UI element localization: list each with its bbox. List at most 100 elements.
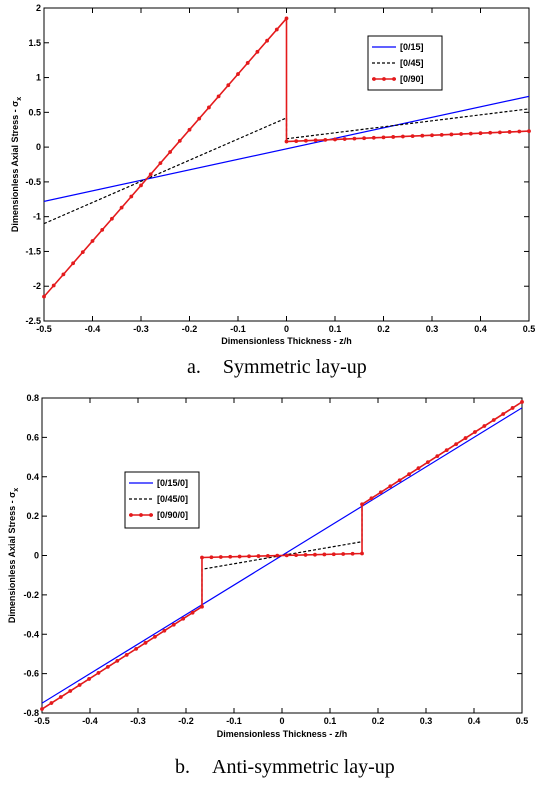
y-tick-label: 0.5 [28,107,41,117]
x-tick-label: 0.4 [468,716,481,726]
series-marker-2 [342,137,347,141]
series-marker-2 [520,400,524,404]
series-marker-2 [247,554,251,559]
series-marker-2 [68,689,73,693]
series-marker-2 [115,658,120,663]
x-tick-label: -0.5 [36,324,52,334]
chart-1: -0.5 -0.4 -0.3 -0.2 -0.1 0 0.1 0.2 0.3 0.4 0.5 -2.5… [10,3,535,378]
x-tick-label: 0.4 [474,324,487,334]
x-tick-label: 0 [284,324,289,334]
series-marker-2 [256,554,261,558]
series-marker-2 [378,490,383,495]
series-marker-2 [439,132,444,137]
series-marker-2 [58,695,63,699]
y-tick-label: 0.2 [26,511,39,521]
series-marker-2 [209,555,214,560]
series-marker-2 [207,105,211,110]
series-marker-2 [80,250,85,255]
series-marker-2 [124,652,129,657]
series-marker-2 [416,466,421,471]
series-marker-2 [425,460,430,465]
legend-marker [382,77,386,81]
series-marker-2 [482,424,487,428]
y-axis-label-subscript: x [16,97,23,101]
x-tick-label: 0.5 [523,324,536,334]
series-marker-2 [501,412,506,416]
series-marker-2 [294,553,299,558]
y-tick-label: -2 [33,281,41,291]
series-marker-2 [171,622,176,627]
x-axis-label: Dimensionless Thickness - z/h [217,729,348,739]
y-tick-label: 0 [36,142,41,152]
x-tick-label: -0.2 [182,324,198,334]
figure-caption: b. Anti-symmetric lay-up [175,756,395,778]
x-tick-label: 0.5 [516,716,529,726]
series-marker-2 [333,137,337,142]
series-marker-2 [148,172,153,177]
x-tick-label: -0.3 [130,716,146,726]
series-marker-2 [313,552,317,557]
series-marker-2 [507,130,512,134]
series-marker-2 [265,553,270,558]
series-marker-2 [391,135,396,139]
x-tick-label: -0.2 [178,716,194,726]
legend-label: [0/90] [400,74,424,84]
series-marker-2 [331,552,336,557]
series-marker-2 [478,131,483,136]
series-marker-2 [454,442,459,446]
y-tick-label: 1 [36,73,41,83]
y-tick-label: 0.6 [26,432,39,442]
series-marker-2 [459,132,463,136]
series-marker-2 [187,127,192,132]
y-tick-label: 0.4 [26,472,39,482]
legend-label: [0/45] [400,58,424,68]
series-marker-2 [190,610,195,615]
series-marker-2 [153,634,157,639]
series-marker-2 [236,72,240,76]
series-marker-2 [352,136,357,141]
series-marker-2 [51,283,56,288]
legend-marker [149,513,153,517]
series-marker-2 [449,132,454,137]
series-marker-2 [200,604,204,609]
series-marker-2 [168,150,173,154]
x-tick-label: 0.1 [329,324,342,334]
series-marker-2 [491,418,496,422]
series-marker-2 [420,133,425,138]
caption-letter: a. [187,356,201,378]
series-marker-2 [284,16,289,21]
series-line-0 [44,95,529,202]
y-tick-label: 1.5 [28,38,41,48]
series-marker-2 [42,294,46,299]
series-marker-2 [510,406,515,410]
legend: [0/15/0] [0/45/0] [0/90/0] [124,471,200,529]
y-tick-label: 0 [34,551,39,561]
legend-label: [0/15/0] [157,478,188,488]
series-marker-2 [323,137,328,142]
series-marker-2 [407,472,411,477]
legend-marker [392,77,396,81]
legend-label: [0/90/0] [157,510,188,520]
x-tick-label: -0.4 [82,716,98,726]
series-marker-2 [139,183,143,188]
series-marker-2 [430,133,434,138]
series-marker-2 [226,83,231,88]
x-tick-label: 0.3 [426,324,439,334]
series-marker-2 [274,27,279,32]
caption-text: Anti-symmetric lay-up [212,756,395,778]
series-marker-2 [401,134,405,139]
x-tick-label: -0.4 [85,324,101,334]
series-marker-2 [129,194,134,199]
series-marker-2 [517,129,522,134]
series-marker-2 [255,49,260,54]
series-marker-2 [181,616,186,621]
x-tick-label: 0.3 [420,716,433,726]
figure-caption: a. Symmetric lay-up [187,356,367,378]
series-marker-2 [410,134,415,139]
series-marker-2 [245,61,250,65]
y-axis-label: Dimensionless Axial Stress - σx [10,97,23,232]
series-marker-2 [265,38,269,43]
series-marker-2 [100,227,105,232]
series-marker-2 [360,502,364,507]
